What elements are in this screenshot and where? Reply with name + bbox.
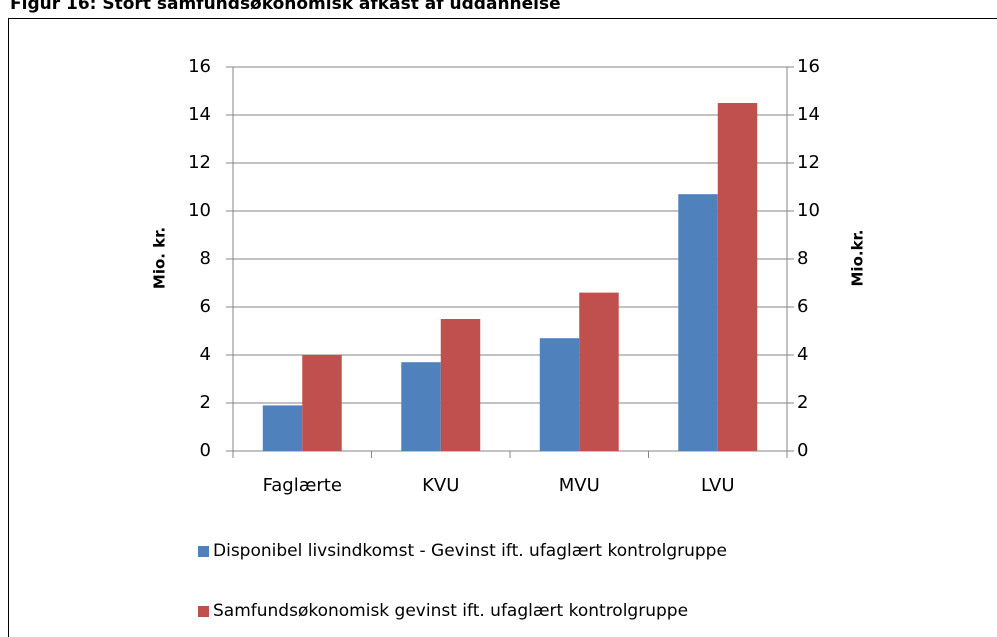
x-tick-label: LVU — [701, 475, 735, 496]
y-axis-label: Mio. kr. — [151, 227, 169, 289]
chart-title: Figur 16: Stort samfundsøkonomisk afkast… — [10, 0, 561, 14]
y-tick-label: 16 — [188, 56, 211, 77]
legend-label: Disponibel livsindkomst - Gevinst ift. u… — [213, 541, 727, 561]
y2-tick-label: 12 — [797, 152, 820, 173]
bar — [579, 292, 619, 451]
y-tick-label: 14 — [188, 104, 211, 125]
legend-label: Samfundsøkonomisk gevinst ift. ufaglært … — [213, 601, 689, 621]
y2-tick-label: 6 — [797, 296, 808, 317]
y2-tick-label: 8 — [797, 248, 808, 269]
y2-tick-label: 14 — [797, 104, 820, 125]
bar — [262, 405, 303, 451]
y-tick-label: 2 — [200, 392, 211, 413]
x-tick-label: KVU — [422, 475, 459, 496]
bar — [678, 194, 718, 451]
y2-axis-label: Mio.kr. — [849, 229, 867, 286]
y-tick-label: 0 — [200, 440, 211, 461]
x-tick-label: Faglærte — [263, 475, 342, 496]
x-tick-label: MVU — [559, 475, 600, 496]
legend-swatch — [198, 546, 209, 557]
y2-tick-label: 4 — [797, 344, 808, 365]
y-tick-label: 4 — [200, 344, 211, 365]
bar — [539, 338, 580, 451]
bar — [302, 355, 342, 451]
y-tick-label: 6 — [200, 296, 211, 317]
y-tick-label: 12 — [188, 152, 211, 173]
y2-tick-label: 0 — [797, 440, 808, 461]
y2-tick-label: 16 — [797, 56, 820, 77]
y2-tick-label: 2 — [797, 392, 808, 413]
bar — [401, 362, 441, 451]
legend-item: Samfundsøkonomisk gevinst ift. ufaglært … — [198, 601, 688, 621]
y-tick-label: 8 — [200, 248, 211, 269]
y-tick-label: 10 — [188, 200, 211, 221]
legend-item: Disponibel livsindkomst - Gevinst ift. u… — [198, 541, 758, 561]
bar — [440, 319, 481, 451]
legend-swatch — [198, 606, 209, 617]
frame — [8, 18, 997, 637]
bar — [717, 103, 758, 451]
y2-tick-label: 10 — [797, 200, 820, 221]
